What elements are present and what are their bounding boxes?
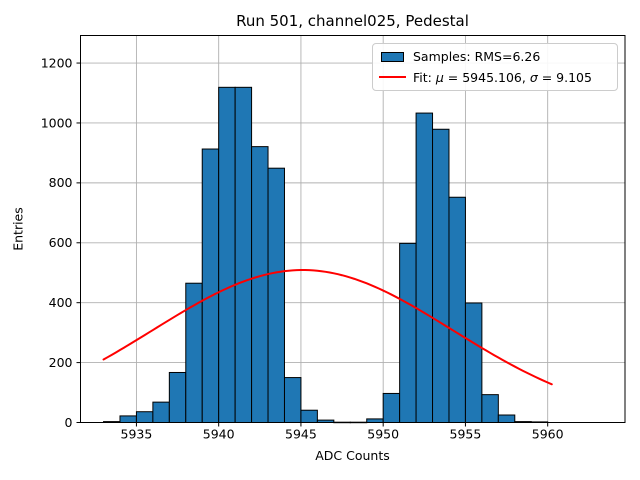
x-tick-label: 5955 <box>450 427 482 442</box>
histogram-bar <box>135 411 154 423</box>
x-tick-label: 5945 <box>285 427 317 442</box>
histogram-bar <box>168 371 187 423</box>
histogram-bar <box>481 394 499 423</box>
x-tick-label: 5960 <box>532 427 564 442</box>
fit-curve <box>102 269 553 386</box>
x-tick-label: 5940 <box>203 427 235 442</box>
plot-border <box>80 35 626 423</box>
histogram-bar <box>464 302 483 423</box>
chart-title: Run 501, channel025, Pedestal <box>236 12 469 30</box>
histogram-bar <box>432 128 450 423</box>
x-tick-label: 5950 <box>367 427 399 442</box>
histogram-bar <box>448 196 466 423</box>
legend-item-samples: Samples: RMS=6.26 <box>379 47 611 67</box>
y-tick-label: 1200 <box>41 55 73 70</box>
x-axis-label: ADC Counts <box>315 448 390 463</box>
histogram-bar <box>415 112 434 424</box>
y-tick-label: 200 <box>49 355 73 370</box>
fit-line-swatch-icon <box>379 76 406 79</box>
y-tick-label: 400 <box>49 295 73 310</box>
histogram-bar <box>267 167 285 423</box>
histogram-bar <box>234 86 253 423</box>
histogram-bar <box>251 146 269 423</box>
histogram-swatch-icon <box>381 51 404 62</box>
histogram-bar <box>399 242 417 423</box>
legend: Samples: RMS=6.26 Fit: μ = 5945.106, σ =… <box>372 43 618 91</box>
y-tick-label: 800 <box>49 175 73 190</box>
histogram-bar <box>283 377 302 424</box>
legend-fit-label: Fit: μ = 5945.106, σ = 9.105 <box>413 69 592 85</box>
histogram-bar <box>185 282 203 423</box>
y-tick-label: 600 <box>49 235 73 250</box>
histogram-bar <box>201 148 220 423</box>
histogram-bar <box>497 414 516 423</box>
histogram-bar <box>366 418 384 424</box>
legend-item-fit: Fit: μ = 5945.106, σ = 9.105 <box>379 67 611 87</box>
histogram-bar <box>382 392 401 423</box>
y-tick-label: 1000 <box>41 115 73 130</box>
histogram-bar <box>300 409 318 424</box>
x-tick-label: 5935 <box>121 427 153 442</box>
histogram-bar <box>152 401 170 424</box>
y-axis-label: Entries <box>10 207 26 251</box>
legend-samples-label: Samples: RMS=6.26 <box>413 49 541 65</box>
histogram-bar <box>119 415 137 424</box>
y-tick-label: 0 <box>65 415 73 430</box>
histogram-bar <box>218 86 236 423</box>
